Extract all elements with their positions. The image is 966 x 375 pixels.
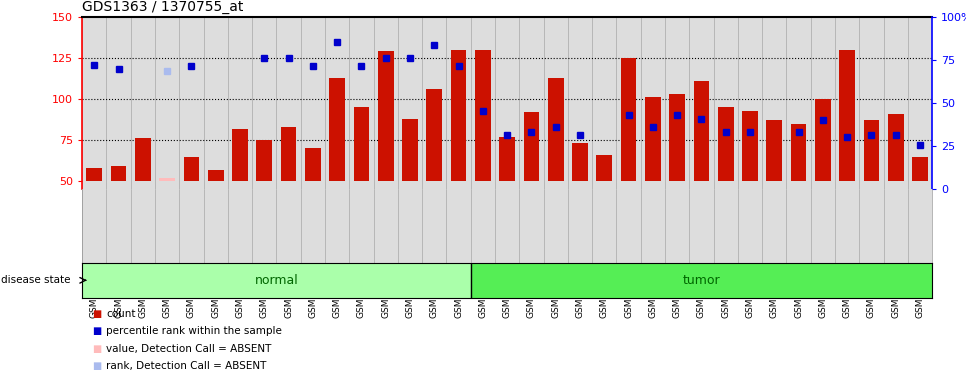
Bar xyxy=(256,140,272,181)
Bar xyxy=(281,127,297,181)
Text: ■: ■ xyxy=(92,361,101,371)
Text: value, Detection Call = ABSENT: value, Detection Call = ABSENT xyxy=(106,344,271,354)
Text: normal: normal xyxy=(254,274,298,287)
Text: GDS1363 / 1370755_at: GDS1363 / 1370755_at xyxy=(82,0,243,15)
Bar xyxy=(135,138,151,181)
Bar xyxy=(572,143,588,181)
Bar xyxy=(402,119,418,181)
Text: ■: ■ xyxy=(92,309,101,319)
Bar xyxy=(305,148,321,181)
Bar xyxy=(548,78,563,181)
Bar xyxy=(839,50,855,181)
Bar xyxy=(451,50,467,181)
Text: percentile rank within the sample: percentile rank within the sample xyxy=(106,326,282,336)
Bar xyxy=(232,129,248,181)
Text: count: count xyxy=(106,309,136,319)
Bar xyxy=(86,168,102,181)
Bar xyxy=(159,178,175,181)
Bar xyxy=(766,120,782,181)
Bar xyxy=(354,107,369,181)
Bar xyxy=(694,81,709,181)
Bar xyxy=(208,170,223,181)
Bar xyxy=(470,262,932,298)
Bar xyxy=(718,107,733,181)
Bar xyxy=(742,111,758,181)
Bar xyxy=(426,89,442,181)
Text: disease state: disease state xyxy=(1,275,71,285)
Bar xyxy=(669,94,685,181)
Bar xyxy=(184,156,199,181)
Text: tumor: tumor xyxy=(683,274,721,287)
Bar xyxy=(329,78,345,181)
Bar xyxy=(645,98,661,181)
Text: ■: ■ xyxy=(92,326,101,336)
Bar xyxy=(499,137,515,181)
Bar xyxy=(596,155,612,181)
Bar xyxy=(378,51,393,181)
Text: ■: ■ xyxy=(92,344,101,354)
Bar xyxy=(815,99,831,181)
Bar xyxy=(888,114,903,181)
Text: rank, Detection Call = ABSENT: rank, Detection Call = ABSENT xyxy=(106,361,267,371)
Bar xyxy=(524,112,539,181)
Bar xyxy=(621,58,637,181)
Bar xyxy=(475,50,491,181)
Bar xyxy=(864,120,879,181)
Bar xyxy=(111,166,127,181)
Bar xyxy=(912,156,928,181)
Bar xyxy=(82,262,470,298)
Bar xyxy=(791,124,807,181)
